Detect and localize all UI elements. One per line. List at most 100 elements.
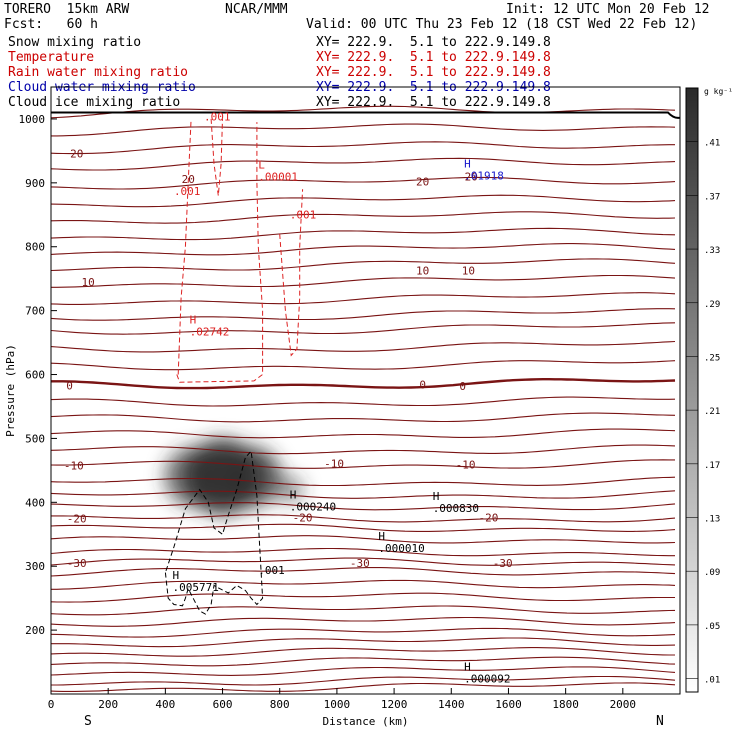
isotherm-line (51, 105, 676, 119)
extremum-symbol: H (464, 158, 471, 171)
isotherm-line (51, 340, 676, 353)
extremum-symbol: H (433, 490, 440, 503)
rain-contour (176, 122, 264, 383)
x-tick-label: 1200 (381, 698, 408, 711)
extremum-symbol: H (290, 489, 297, 502)
isotherm-label: -10 (324, 457, 344, 470)
extremum-value: .005771 (173, 581, 219, 594)
isotherm-line (51, 675, 676, 686)
rain-contour (210, 118, 223, 196)
plot-frame (50, 86, 681, 695)
isotherm-line (51, 274, 676, 288)
colorbar-tick-label: .25 (704, 353, 720, 363)
isotherm-line (51, 141, 675, 155)
isotherm-line (51, 360, 676, 371)
colorbar-unit: g kg⁻¹ (704, 87, 733, 96)
isotherm-line (51, 308, 676, 321)
snow-core (275, 475, 304, 504)
colorbar-tick-label: .41 (704, 139, 720, 149)
extremum-symbol: H (464, 661, 471, 674)
isotherm-label: -20 (479, 512, 499, 525)
colorbar-gradient (685, 87, 699, 693)
isotherm-label: 10 (462, 264, 475, 277)
isotherm-line (51, 490, 676, 499)
isotherm-label: -30 (67, 557, 87, 570)
x-tick-label: 2000 (610, 698, 637, 711)
y-tick-label: 400 (25, 496, 45, 509)
colorbar-tick-label: .29 (704, 300, 720, 310)
forecast-hour: Fcst: 60 h (4, 17, 98, 32)
isotherm-line (51, 647, 675, 657)
extremum-value: .000830 (433, 502, 479, 515)
isotherm-line (51, 476, 676, 487)
isotherm-label: 0 (66, 379, 73, 392)
isotherm-line (51, 396, 676, 407)
isotherm-line (51, 428, 676, 439)
colorbar: .01 .05 .09 .13 .17 .21 .25 .29 .33 .37 .41 g kg⁻¹ (685, 87, 733, 693)
colorbar-tick-label: .33 (704, 246, 720, 256)
isotherm-line (51, 592, 675, 603)
y-tick-label: 500 (25, 432, 45, 445)
isotherm-label: 0 (459, 380, 466, 393)
isotherm-line (51, 243, 676, 256)
x-tick-label: 1800 (552, 698, 579, 711)
snow-core (163, 446, 224, 507)
isotherm-label: 0 (419, 379, 426, 392)
isotherm-label: 10 (82, 276, 95, 289)
org-label: NCAR/MMM (225, 2, 288, 17)
x-tick-label: 1000 (324, 698, 351, 711)
isotherm-line (51, 227, 676, 241)
field-name-snow: Snow mixing ratio (8, 35, 142, 50)
x-tick-label: 1600 (495, 698, 522, 711)
colorbar-tick-label: .13 (704, 515, 720, 525)
colorbar-tick-label: .09 (704, 568, 720, 578)
isotherm-line (51, 579, 676, 590)
isotherm-line (51, 557, 676, 566)
snow-core (221, 446, 282, 507)
extremum-symbol: H (378, 530, 385, 543)
ice-contour (164, 450, 264, 615)
zero-isotherm (51, 378, 676, 390)
valid-time: Valid: 00 UTC Thu 23 Feb 12 (18 CST Wed … (306, 17, 698, 32)
colorbar-tick-label: .37 (704, 192, 720, 202)
x-tick-label: 200 (98, 698, 118, 711)
contour-labels: -30 -30 -30 -20 -20 -20 -10 -10 -10 0 0 0 10 10 10 20 20… (64, 110, 513, 685)
isotherm-line (51, 514, 676, 523)
isotherm-line (51, 258, 676, 272)
isotherm-line (51, 535, 676, 544)
y-tick-label: 200 (25, 624, 45, 637)
isotherm-line (51, 176, 676, 190)
rain-contours (176, 118, 304, 383)
isotherm-label: -20 (67, 512, 87, 525)
x-tick-label: 1400 (438, 698, 465, 711)
isotherm-label: -10 (64, 459, 84, 472)
isotherm-line (51, 637, 676, 648)
x-tick-label: 800 (270, 698, 290, 711)
y-tick-label: 300 (25, 560, 45, 573)
isotherm-line (51, 567, 676, 577)
temperature-contours (51, 105, 680, 692)
isotherm-label: -30 (350, 557, 370, 570)
extremum-value: .001 (258, 564, 285, 577)
ground-line (51, 111, 680, 119)
field-name-rain: Rain water mixing ratio (8, 65, 189, 80)
y-tick-label: 800 (25, 241, 45, 254)
isotherm-line (51, 211, 676, 224)
y-axis-title: Pressure (hPa) (4, 344, 17, 437)
axes: 0 200 400 600 800 1000 1200 1400 1600 1800 2000200… (4, 86, 681, 729)
y-tick-label: 700 (25, 305, 45, 318)
isotherm-label: 10 (416, 264, 429, 277)
isotherm-label: 20 (182, 173, 195, 186)
rain-contour (279, 189, 304, 357)
extremum-value: .000010 (378, 542, 424, 555)
colorbar-tick-label: .17 (704, 461, 720, 471)
extremum-value: .001 (290, 209, 317, 222)
isotherm-line (51, 682, 676, 692)
isotherm-line (51, 123, 676, 137)
isotherm-line (51, 194, 676, 208)
extremum-value: .02742 (190, 326, 230, 339)
isotherm-line (51, 666, 676, 676)
field-xy-rain: XY= 222.9. 5.1 to 222.9.149.8 (316, 65, 551, 80)
y-tick-label: 1000 (19, 113, 46, 126)
